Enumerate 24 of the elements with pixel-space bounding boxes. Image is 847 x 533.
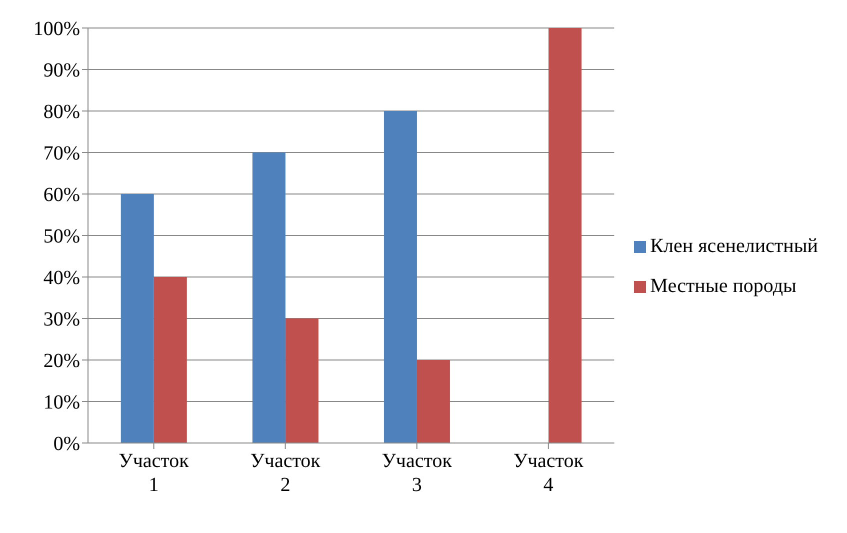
y-tick-label: 90% [43,60,80,82]
bar [252,152,286,443]
y-tick-label: 60% [43,184,80,206]
bar [154,277,187,443]
y-tick-label: 0% [53,433,80,456]
x-tick-label: Участок 2 [250,450,321,496]
x-tick-label: Участок 1 [118,450,190,496]
bar [285,318,318,443]
y-tick-label: 40% [43,267,80,290]
legend-label: Местные породы [650,274,796,296]
bar [384,111,417,443]
bar [416,360,450,443]
y-tick-label: 80% [43,101,80,124]
y-tick-label: 100% [33,18,80,40]
x-tick-label: Участок 4 [513,450,584,496]
y-tick-label: 20% [43,350,80,372]
y-tick-label: 10% [43,392,80,414]
y-tick-label: 70% [43,142,80,165]
y-tick-label: 30% [43,308,80,331]
legend-label: Клен ясенелистный [650,234,818,256]
bar [548,28,582,443]
x-tick-label: Участок 3 [382,450,452,496]
bar [120,194,154,443]
y-tick-label: 50% [43,226,80,248]
